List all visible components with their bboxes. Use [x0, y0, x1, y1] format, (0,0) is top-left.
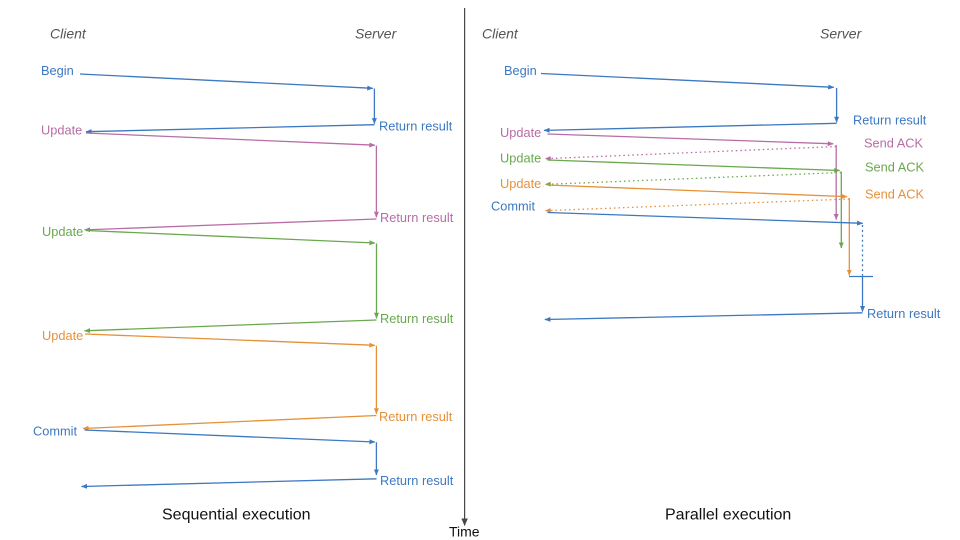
- svg-text:Update: Update: [500, 151, 541, 166]
- svg-text:Return result: Return result: [867, 306, 941, 321]
- svg-text:Update: Update: [500, 176, 541, 191]
- svg-text:Return result: Return result: [380, 473, 454, 488]
- svg-text:Commit: Commit: [33, 424, 78, 439]
- svg-text:Update: Update: [500, 125, 541, 140]
- svg-text:Update: Update: [42, 328, 83, 343]
- svg-text:Server: Server: [820, 26, 863, 42]
- svg-text:Parallel execution: Parallel execution: [665, 507, 791, 524]
- svg-text:Server: Server: [355, 26, 398, 42]
- svg-text:Send ACK: Send ACK: [865, 160, 925, 175]
- svg-text:Sequential execution: Sequential execution: [162, 507, 311, 524]
- svg-text:Update: Update: [42, 224, 83, 239]
- svg-text:Return result: Return result: [379, 409, 453, 424]
- svg-text:Time: Time: [449, 524, 480, 540]
- svg-text:Send ACK: Send ACK: [864, 136, 924, 151]
- svg-text:Begin: Begin: [504, 63, 537, 78]
- svg-text:Commit: Commit: [491, 198, 536, 213]
- svg-text:Client: Client: [50, 26, 87, 42]
- svg-text:Send ACK: Send ACK: [865, 187, 925, 202]
- svg-text:Return result: Return result: [380, 311, 454, 326]
- svg-text:Client: Client: [482, 26, 519, 42]
- svg-text:Update: Update: [41, 123, 82, 138]
- svg-text:Begin: Begin: [41, 63, 74, 78]
- svg-text:Return result: Return result: [379, 119, 453, 134]
- svg-text:Return result: Return result: [853, 112, 927, 127]
- svg-text:Return result: Return result: [380, 210, 454, 225]
